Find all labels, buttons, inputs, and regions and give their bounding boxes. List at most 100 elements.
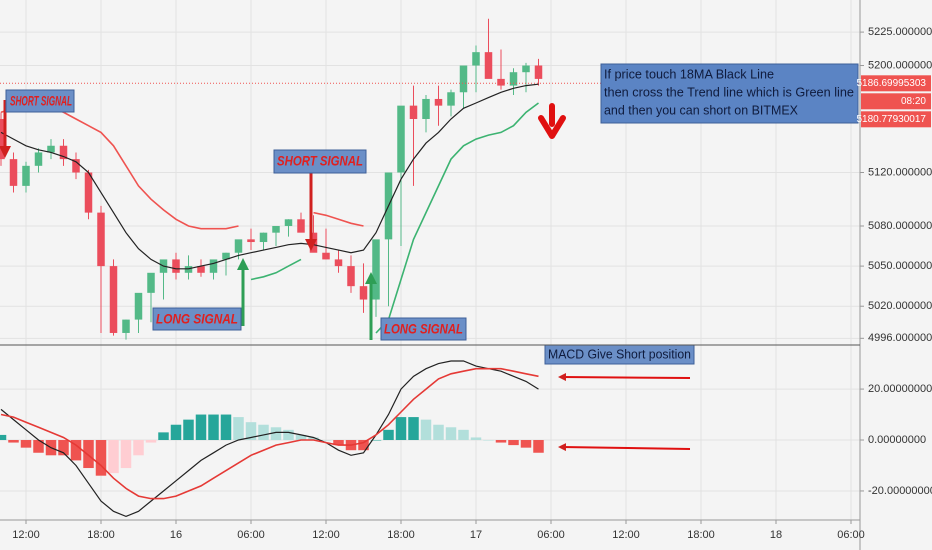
histogram-bar (283, 429, 294, 441)
down-arrow (538, 103, 566, 139)
x-tick-label: 18 (770, 529, 782, 541)
candle-body (534, 65, 543, 79)
candle-body (209, 259, 218, 273)
candle-body (47, 145, 55, 153)
candle-body (284, 219, 293, 226)
histogram-bar (208, 414, 219, 441)
histogram-bar (170, 424, 182, 441)
histogram-bar (383, 429, 394, 441)
histogram-bar (133, 440, 144, 456)
histogram-bar (483, 440, 494, 441)
annotation: SHORT SIGNAL (10, 93, 72, 109)
histogram-bar (470, 437, 482, 441)
candle-body (234, 239, 243, 253)
histogram-bar (508, 440, 519, 446)
price-label: 08:20 (901, 96, 926, 107)
candle-body (497, 78, 505, 86)
y-tick-label: 5120.00000000 (868, 166, 932, 178)
candle-body (347, 266, 355, 287)
x-tick-label: 12:00 (12, 529, 40, 541)
histogram-bar (158, 432, 169, 441)
histogram-bar (445, 427, 457, 441)
x-tick-label: 16 (170, 529, 182, 541)
annotation: SHORT SIGNAL (277, 153, 363, 169)
histogram-bar (320, 440, 332, 441)
candle-body (422, 98, 430, 120)
histogram-bar (420, 419, 432, 441)
histogram-bar (408, 417, 419, 441)
candle-body (134, 292, 143, 320)
histogram-bar (0, 434, 7, 441)
histogram-bar (295, 434, 307, 441)
candle-body (472, 52, 480, 66)
x-tick-label: 06:00 (837, 529, 865, 541)
y-tick-label: 0.00000000 (868, 434, 926, 446)
histogram-bar (495, 440, 507, 443)
y-tick-label: 5225.00000000 (868, 26, 932, 38)
histogram-bar (145, 440, 157, 443)
x-tick-label: 18:00 (687, 529, 715, 541)
histogram-bar (70, 440, 82, 461)
histogram-bar (395, 417, 407, 441)
candle-body (322, 252, 330, 260)
candle-body (434, 98, 443, 106)
candle-body (409, 105, 418, 120)
candle-body (9, 159, 18, 186)
x-tick-label: 18:00 (87, 529, 115, 541)
x-tick-label: 12:00 (612, 529, 640, 541)
line (0, 360, 539, 518)
y-tick-label: 5080.00000000 (868, 220, 932, 232)
histogram-bar (8, 440, 19, 443)
histogram-bar (220, 414, 232, 441)
price-label-box (861, 75, 931, 92)
candle-body (184, 266, 193, 273)
pointer-arrow (558, 373, 691, 382)
candle-body (397, 105, 405, 173)
histogram-bar (520, 440, 532, 448)
price-label: 5180.77930017 (856, 114, 926, 125)
x-tick-label: 12:00 (312, 529, 340, 541)
y-tick-label: 5050.00000000 (868, 260, 932, 272)
y-tick-label: 5020.00000000 (868, 300, 932, 312)
candle-body (172, 259, 180, 273)
line (0, 367, 539, 500)
y-tick-label: 4996.00000000 (868, 332, 932, 344)
histogram-bar (95, 440, 107, 476)
x-tick-label: 18:00 (387, 529, 415, 541)
line (0, 83, 539, 270)
x-tick-label: 06:00 (237, 529, 265, 541)
candle-body (109, 266, 118, 333)
candle-body (97, 212, 105, 267)
line (250, 102, 539, 334)
histogram-bar (245, 422, 257, 441)
candle-body (334, 259, 343, 267)
candle-body (509, 72, 518, 86)
y-tick-label: -20.00000000 (868, 485, 932, 497)
note-line: then cross the Trend line which is Green… (604, 84, 854, 99)
candle-body (147, 272, 155, 293)
histogram-bar (533, 440, 544, 453)
histogram-bar (58, 440, 69, 456)
histogram-bar (370, 440, 382, 441)
histogram-bar (183, 419, 194, 441)
candle-body (122, 319, 130, 333)
histogram-bar (233, 417, 244, 441)
candle-body (84, 172, 93, 213)
x-tick-label: 17 (470, 529, 482, 541)
histogram-bar (358, 440, 369, 451)
histogram-bar (458, 429, 469, 441)
candle-body (197, 266, 205, 273)
annotation-box (5, 89, 75, 113)
candle-body (372, 239, 380, 300)
annotation-box (152, 307, 242, 331)
histogram-bar (270, 427, 282, 441)
candle-body (22, 165, 30, 186)
candle-body (247, 239, 255, 243)
histogram-bar (108, 440, 119, 474)
annotation: LONG SIGNAL (156, 311, 238, 327)
histogram-bar (20, 440, 32, 448)
note-line: If price touch 18MA Black Line (604, 66, 774, 81)
candle-body (484, 52, 493, 79)
